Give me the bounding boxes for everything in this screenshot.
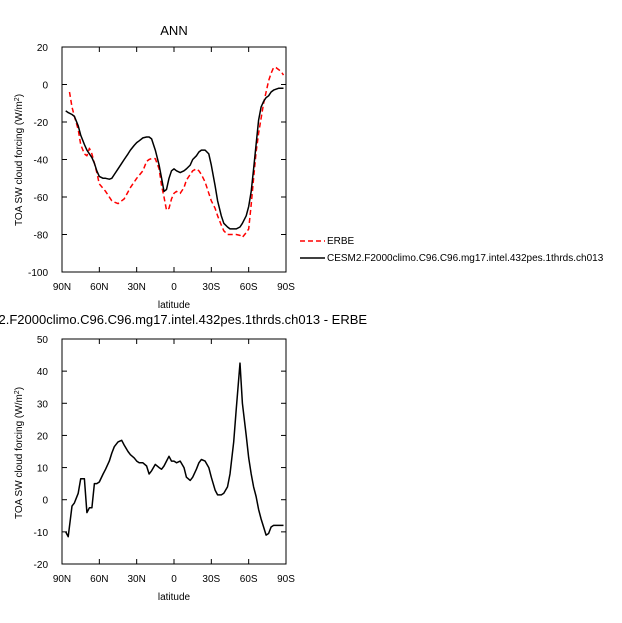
x-tick-label: 60N	[90, 282, 108, 293]
x-tick-label: 60S	[240, 282, 258, 293]
bottom-plot-frame	[61, 338, 287, 565]
bottom-ylabel: TOA SW cloud forcing (W/m2)	[14, 387, 26, 519]
y-tick-label: -10	[34, 528, 49, 539]
x-tick-label: 90N	[53, 574, 71, 585]
top-xlabel: latitude	[158, 300, 191, 311]
y-tick-label: 0	[42, 496, 48, 507]
x-tick-label: 0	[171, 282, 177, 293]
y-tick-label: 20	[37, 431, 49, 442]
bottom-xlabel: latitude	[158, 592, 191, 603]
legend-label-erbe: ERBE	[327, 236, 355, 247]
y-tick-label: 0	[42, 81, 48, 92]
x-tick-label: 30S	[202, 574, 220, 585]
y-tick-label: -60	[34, 193, 49, 204]
y-tick-label: -80	[34, 231, 49, 242]
y-tick-label: 20	[37, 43, 49, 54]
y-tick-label: -40	[34, 156, 49, 167]
erbe-series-line	[68, 66, 285, 239]
y-tick-label: -20	[34, 118, 49, 129]
x-tick-label: 30N	[127, 574, 145, 585]
x-tick-label: 60S	[240, 574, 258, 585]
bottom-chart-title: CESM2.F2000climo.C96.C96.mg17.intel.432p…	[0, 312, 367, 327]
y-tick-label: 40	[37, 367, 49, 378]
legend: ERBE CESM2.F2000climo.C96.C96.mg17.intel…	[300, 236, 604, 264]
y-tick-label: 30	[37, 399, 49, 410]
y-tick-label: 10	[37, 464, 49, 475]
model-series-line	[65, 362, 284, 538]
model-series-line	[65, 87, 284, 230]
x-tick-label: 90S	[277, 282, 295, 293]
y-tick-label: -20	[34, 560, 49, 571]
x-tick-label: 30S	[202, 282, 220, 293]
x-tick-label: 90N	[53, 282, 71, 293]
bottom-panel: CESM2.F2000climo.C96.C96.mg17.intel.432p…	[0, 312, 367, 603]
y-tick-label: 50	[37, 335, 49, 346]
x-tick-label: 0	[171, 574, 177, 585]
top-ylabel: TOA SW cloud forcing (W/m2)	[14, 94, 26, 226]
top-panel: ANN TOA SW cloud forcing (W/m2) latitude…	[14, 23, 604, 311]
x-tick-label: 30N	[127, 282, 145, 293]
y-tick-label: -100	[28, 268, 48, 279]
x-tick-label: 60N	[90, 574, 108, 585]
legend-label-model: CESM2.F2000climo.C96.C96.mg17.intel.432p…	[327, 253, 604, 264]
top-plot-frame	[61, 46, 287, 273]
x-tick-label: 90S	[277, 574, 295, 585]
top-chart-title: ANN	[160, 23, 187, 38]
